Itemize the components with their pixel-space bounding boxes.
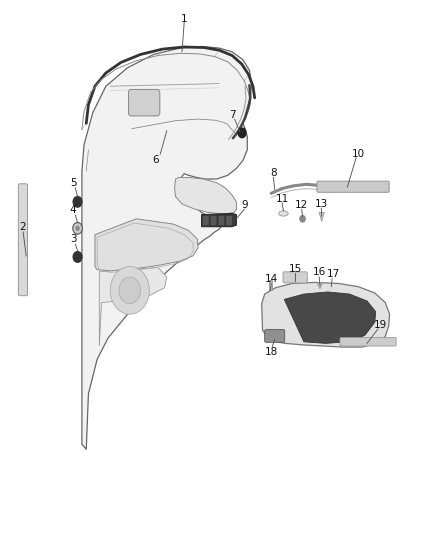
FancyBboxPatch shape: [265, 329, 285, 342]
Circle shape: [73, 197, 82, 207]
Text: 10: 10: [352, 149, 365, 158]
FancyBboxPatch shape: [210, 216, 217, 225]
Text: 13: 13: [314, 199, 328, 209]
Circle shape: [238, 128, 246, 138]
Circle shape: [73, 252, 82, 262]
Polygon shape: [95, 219, 198, 271]
Polygon shape: [261, 282, 390, 347]
Text: 9: 9: [241, 200, 247, 210]
Bar: [268, 280, 272, 290]
Polygon shape: [284, 292, 376, 343]
Text: 18: 18: [265, 348, 278, 358]
Text: 15: 15: [289, 264, 302, 273]
Text: 6: 6: [152, 156, 159, 165]
Polygon shape: [99, 268, 167, 346]
Text: 16: 16: [312, 268, 326, 277]
Text: 2: 2: [19, 222, 25, 232]
Text: 1: 1: [181, 14, 187, 25]
Circle shape: [75, 225, 80, 231]
Polygon shape: [82, 46, 252, 449]
Text: 5: 5: [70, 177, 77, 188]
Circle shape: [73, 222, 82, 234]
FancyBboxPatch shape: [226, 216, 233, 225]
FancyBboxPatch shape: [218, 216, 225, 225]
FancyBboxPatch shape: [317, 181, 389, 192]
Polygon shape: [317, 282, 322, 289]
FancyBboxPatch shape: [202, 216, 209, 225]
Circle shape: [119, 277, 141, 304]
Text: 19: 19: [374, 320, 388, 330]
Text: 17: 17: [326, 269, 339, 279]
Circle shape: [110, 266, 149, 314]
Polygon shape: [201, 214, 237, 227]
Polygon shape: [319, 213, 324, 221]
Polygon shape: [175, 177, 237, 214]
Ellipse shape: [279, 211, 288, 216]
Text: 12: 12: [295, 200, 308, 210]
Text: 3: 3: [70, 234, 77, 244]
Circle shape: [300, 216, 305, 222]
Text: 4: 4: [70, 205, 77, 215]
Text: 14: 14: [265, 273, 278, 284]
FancyBboxPatch shape: [283, 272, 307, 283]
FancyBboxPatch shape: [340, 337, 396, 346]
FancyBboxPatch shape: [128, 90, 160, 116]
Text: 7: 7: [229, 110, 235, 120]
FancyBboxPatch shape: [18, 184, 28, 296]
Text: 11: 11: [276, 193, 289, 204]
Text: 8: 8: [270, 168, 277, 178]
